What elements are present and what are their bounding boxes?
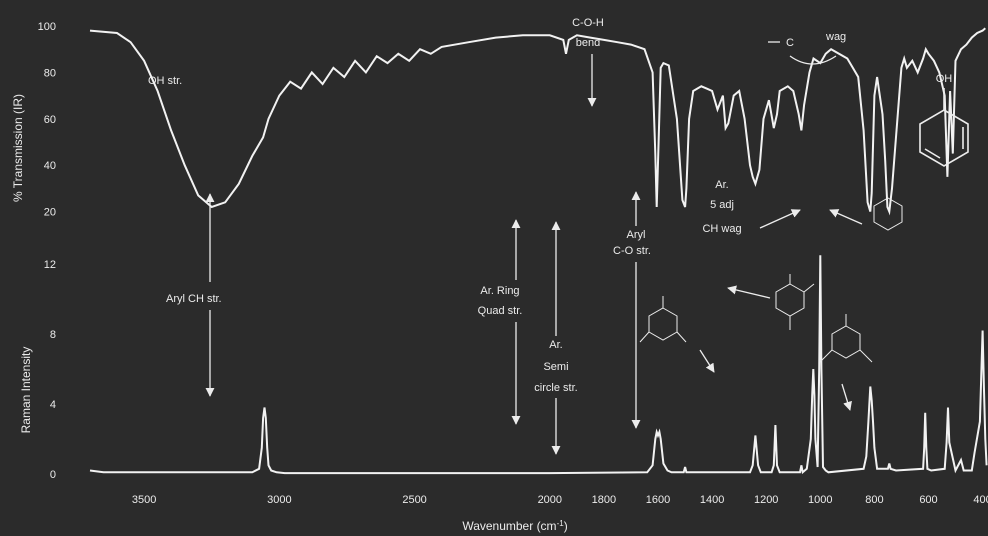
ir-y-tick-60: 60 (44, 114, 56, 126)
x-tick-1200: 1200 (754, 494, 778, 506)
arrow-ring-mode-ir (829, 209, 863, 225)
co-wag-bracket (789, 55, 837, 65)
raman-y-tick-12: 12 (44, 259, 56, 271)
label-ar5-3: CH wag (702, 223, 741, 235)
x-tick-1800: 1800 (592, 494, 616, 506)
raman-y-ticks: 0 4 8 12 (44, 259, 56, 481)
ir-y-tick-100: 100 (38, 21, 56, 33)
x-tick-1600: 1600 (646, 494, 670, 506)
raman-y-tick-8: 8 (50, 329, 56, 341)
label-aryl-co-2: C-O str. (613, 245, 651, 257)
ir-y-tick-20: 20 (44, 207, 56, 219)
ring-mode-icon-615 (819, 314, 873, 363)
label-ar-semi-3: circle str. (534, 382, 577, 394)
ring-mode-icon-998 (775, 274, 815, 330)
label-ar-ring-1: Ar. Ring (480, 285, 519, 297)
ir-y-tick-80: 80 (44, 67, 56, 79)
label-ar-semi-1: Ar. (549, 339, 562, 351)
x-tick-800: 800 (865, 494, 883, 506)
label-ar-semi-2: Semi (543, 361, 568, 373)
label-oh-str: OH str. (148, 75, 182, 87)
x-tick-1000: 1000 (808, 494, 832, 506)
label-aryl-co-1: Aryl (627, 229, 646, 241)
raman-y-tick-4: 4 (50, 399, 56, 411)
ir-y-tick-40: 40 (44, 160, 56, 172)
label-co-wag: wag (825, 31, 846, 43)
arrow-raman-998 (727, 285, 771, 299)
ir-y-ticks: 20 40 60 80 100 (38, 21, 56, 219)
x-tick-3500: 3500 (132, 494, 156, 506)
x-tick-1400: 1400 (700, 494, 724, 506)
label-ar5-1: Ar. (715, 179, 728, 191)
ir-spectrum-line (89, 27, 986, 216)
x-axis-label: Wavenumber (cm-1) (462, 519, 567, 534)
label-coh-bend-2: bend (576, 37, 600, 49)
label-co-wag-c: C (786, 37, 794, 49)
ir-y-axis-label: % Transmission (IR) (11, 94, 25, 202)
x-tick-400: 400 (973, 494, 988, 506)
raman-y-axis-label: Raman Intensity (19, 347, 33, 434)
label-aryl-ch-str: Aryl CH str. (166, 293, 222, 305)
annotation-arrows (205, 41, 863, 455)
x-tick-2500: 2500 (402, 494, 426, 506)
label-ar-ring-2: Quad str. (478, 305, 523, 317)
raman-spectrum-line (89, 255, 988, 475)
label-phenol-oh: OH (936, 73, 953, 85)
arrow-raman-615 (841, 383, 852, 411)
arrow-raman-1025 (699, 349, 715, 373)
x-tick-3000: 3000 (267, 494, 291, 506)
phenol-structure-icon (919, 88, 969, 167)
ring-mode-icon-1025 (639, 296, 687, 343)
x-ticks: 3500 3000 2500 2000 1800 1600 1400 1200 1000 800 6… (132, 494, 988, 506)
label-coh-bend-1: C-O-H (572, 17, 604, 29)
x-tick-600: 600 (919, 494, 937, 506)
raman-y-tick-0: 0 (50, 469, 56, 481)
ring-mode-icon-wag (873, 197, 903, 231)
arrow-ar5-wag (759, 209, 801, 229)
label-ar5-2: 5 adj (710, 199, 734, 211)
x-tick-2000: 2000 (538, 494, 562, 506)
